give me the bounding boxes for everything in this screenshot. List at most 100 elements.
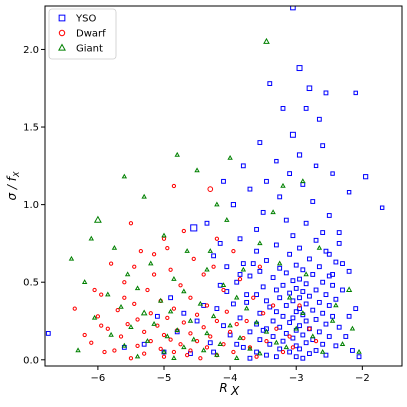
point-giant <box>220 282 227 288</box>
point-yso <box>330 171 335 176</box>
point-yso <box>168 295 174 301</box>
point-dwarf <box>128 356 134 361</box>
point-dwarf <box>142 351 147 356</box>
point-yso <box>264 352 269 358</box>
point-yso <box>280 313 286 319</box>
point-yso <box>296 152 303 158</box>
point-yso <box>326 213 332 218</box>
point-yso <box>257 337 263 343</box>
point-yso <box>273 287 279 293</box>
point-yso <box>293 354 299 360</box>
point-giant <box>157 297 164 303</box>
point-giant <box>234 294 240 300</box>
point-dwarf <box>188 331 193 336</box>
point-yso <box>230 202 237 208</box>
point-giant <box>91 314 98 320</box>
point-yso <box>277 346 283 352</box>
point-yso <box>254 227 259 232</box>
point-yso <box>274 158 279 164</box>
point-giant <box>171 276 177 281</box>
point-yso <box>310 272 316 277</box>
x-axis-label: R X <box>219 381 240 398</box>
point-dwarf <box>280 349 286 355</box>
point-yso <box>333 296 339 302</box>
point-yso <box>290 315 296 321</box>
point-giant <box>164 333 171 339</box>
point-yso <box>257 268 263 274</box>
point-yso <box>320 230 326 235</box>
point-dwarf <box>125 321 130 327</box>
point-yso <box>336 230 342 235</box>
point-dwarf <box>165 245 170 251</box>
point-giant <box>207 248 213 253</box>
point-yso <box>217 241 223 246</box>
point-dwarf <box>122 280 127 285</box>
point-giant <box>227 322 233 328</box>
point-yso <box>323 248 329 254</box>
point-yso <box>323 90 329 96</box>
point-giant <box>141 193 147 199</box>
point-dwarf <box>251 295 256 300</box>
point-yso <box>316 264 322 270</box>
point-dwarf <box>118 334 124 339</box>
point-yso <box>300 355 306 361</box>
legend-marker-giant <box>58 43 66 51</box>
point-giant <box>280 182 286 188</box>
point-yso <box>307 256 312 262</box>
series-dwarf <box>72 183 319 361</box>
point-giant <box>105 291 111 297</box>
point-giant <box>184 248 190 253</box>
point-yso <box>254 292 259 298</box>
point-giant <box>257 350 263 356</box>
point-giant <box>210 313 217 319</box>
point-yso <box>211 349 216 355</box>
point-yso <box>333 259 339 265</box>
point-giant <box>333 302 339 308</box>
legend: YSO Dwarf Giant <box>48 8 117 60</box>
point-yso <box>254 349 259 355</box>
point-giant <box>134 353 141 359</box>
point-dwarf <box>287 334 292 339</box>
point-yso <box>353 306 359 311</box>
legend-label-giant: Giant <box>76 44 103 55</box>
point-yso <box>346 189 352 195</box>
point-yso <box>313 163 319 169</box>
point-yso <box>303 301 309 307</box>
axes: −6 −5 −4 −3 −2 0.0 0.5 1.0 1.5 2.0 <box>23 45 370 384</box>
point-dwarf <box>168 267 173 272</box>
point-yso <box>244 299 250 305</box>
point-dwarf <box>72 306 77 311</box>
point-giant <box>300 178 306 184</box>
point-dwarf <box>132 264 137 269</box>
point-giant <box>224 217 230 222</box>
point-yso <box>290 278 296 284</box>
point-giant <box>300 310 306 315</box>
point-giant <box>214 352 220 357</box>
point-dwarf <box>148 311 153 316</box>
point-yso <box>254 248 259 254</box>
point-dwarf <box>108 261 114 266</box>
point-yso <box>270 275 276 280</box>
point-yso <box>277 295 283 301</box>
legend-marker-dwarf <box>58 29 66 37</box>
point-giant <box>144 338 151 343</box>
x-tick-label: −2 <box>355 373 370 384</box>
point-dwarf <box>264 339 269 344</box>
point-dwarf <box>122 295 127 300</box>
point-yso <box>343 334 349 339</box>
x-tick-label: −3 <box>289 373 304 384</box>
point-dwarf <box>204 345 210 350</box>
point-dwarf <box>191 256 196 262</box>
point-dwarf <box>158 346 163 352</box>
point-yso <box>277 265 283 271</box>
point-giant <box>329 317 336 323</box>
point-dwarf <box>135 317 140 322</box>
point-yso <box>297 295 302 301</box>
point-giant <box>247 345 253 351</box>
point-yso <box>320 143 326 149</box>
point-dwarf <box>151 252 157 257</box>
point-yso <box>154 313 160 319</box>
point-yso <box>293 262 299 268</box>
point-giant <box>339 341 346 347</box>
point-yso <box>287 320 293 325</box>
